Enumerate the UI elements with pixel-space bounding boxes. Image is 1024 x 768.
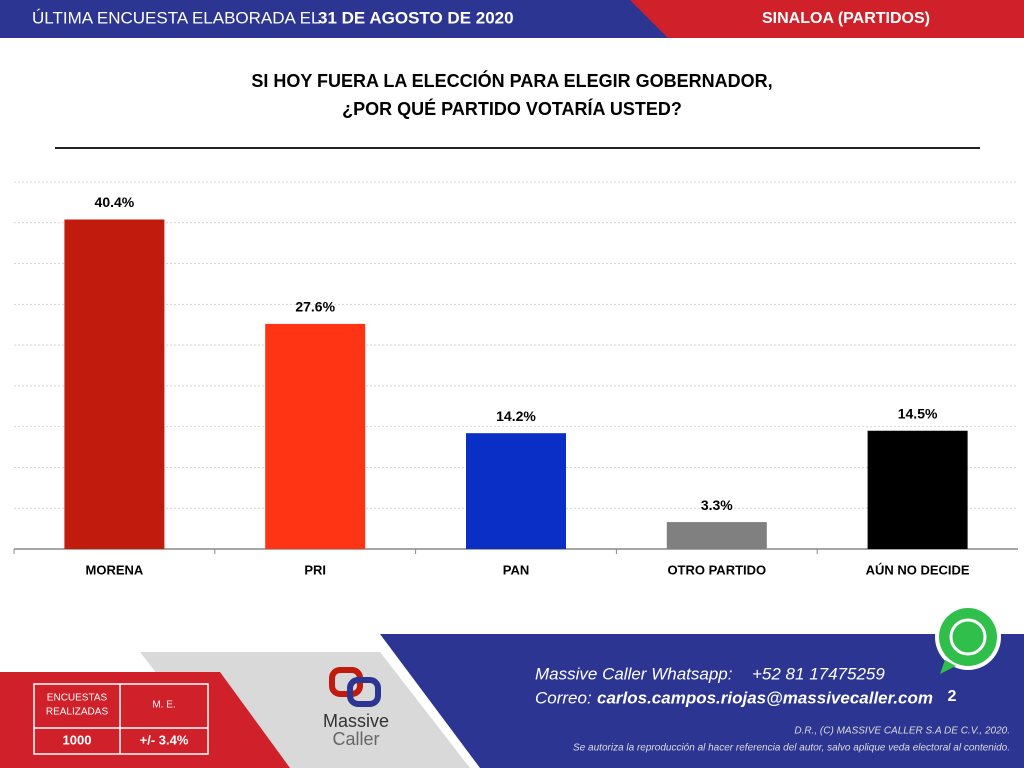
value-label: 3.3% xyxy=(701,497,733,513)
page-number: 2 xyxy=(948,688,957,705)
bar xyxy=(466,433,566,549)
value-label: 14.5% xyxy=(898,405,938,421)
logo-text: Caller xyxy=(332,729,379,749)
stats-table xyxy=(33,683,209,755)
table-header: ENCUESTAS xyxy=(47,693,108,704)
table-value: +/- 3.4% xyxy=(140,732,189,747)
email: carlos.campos.riojas@massivecaller.com xyxy=(597,688,933,707)
value-label: 14.2% xyxy=(496,408,536,424)
disclaimer: Se autoriza la reproducción al hacer ref… xyxy=(573,743,1010,754)
value-label: 27.6% xyxy=(295,299,335,315)
copyright: D.R., (C) MASSIVE CALLER S.A DE C.V., 20… xyxy=(794,726,1010,737)
table-header: REALIZADAS xyxy=(46,707,109,718)
x-tick-label: OTRO PARTIDO xyxy=(667,562,766,577)
bar xyxy=(666,522,767,549)
value-label: 40.4% xyxy=(95,194,135,210)
header-accent xyxy=(630,0,1024,38)
whatsapp-label: Massive Caller Whatsapp: xyxy=(535,664,733,683)
x-tick-label: AÚN NO DECIDE xyxy=(866,562,970,577)
bar xyxy=(867,430,968,549)
whatsapp-icon[interactable] xyxy=(935,604,1001,674)
icon-body xyxy=(939,608,997,666)
header-date: 31 DE AGOSTO DE 2020 xyxy=(318,8,514,27)
chart-title: SI HOY FUERA LA ELECCIÓN PARA ELEGIR GOB… xyxy=(251,70,772,91)
x-tick-label: PAN xyxy=(503,562,529,577)
logo: Massive Caller xyxy=(323,667,389,749)
logo-text: Massive xyxy=(323,711,389,731)
bar xyxy=(64,219,165,549)
icon-bubble xyxy=(949,618,987,656)
chart-title: ¿POR QUÉ PARTIDO VOTARÍA USTED? xyxy=(342,98,682,119)
plot: 40.4% MORENA 27.6% PRI 14.2% PAN 3.3% OTRO PART… xyxy=(13,181,1018,577)
footer-blue xyxy=(380,634,1024,768)
email-label: Correo: xyxy=(535,688,592,707)
header-prefix: ÚLTIMA ENCUESTA ELABORADA EL xyxy=(32,8,320,27)
logo-shape xyxy=(347,677,381,707)
icon-tail xyxy=(940,660,956,674)
footer-red xyxy=(0,672,290,768)
x-tick-label: PRI xyxy=(304,562,326,577)
x-tick-label: MORENA xyxy=(86,562,144,577)
bar xyxy=(265,323,366,549)
table-value: 1000 xyxy=(63,732,92,747)
header-region: SINALOA (PARTIDOS) xyxy=(762,10,930,27)
table-header: M. E. xyxy=(152,700,175,711)
whatsapp-number: +52 81 17475259 xyxy=(752,664,885,683)
